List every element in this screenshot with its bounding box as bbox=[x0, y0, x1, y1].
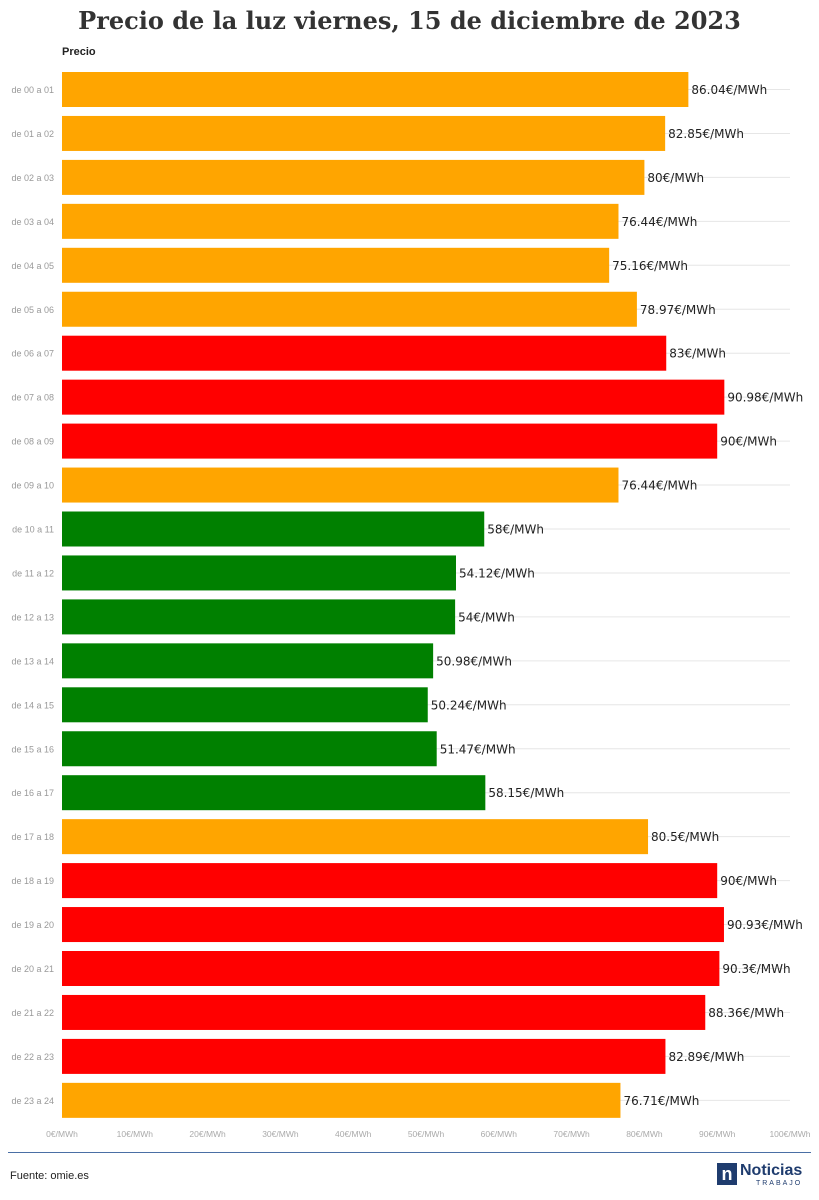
value-label: 82.89€/MWh bbox=[668, 1050, 744, 1064]
logo-icon: n bbox=[717, 1163, 737, 1185]
value-label: 83€/MWh bbox=[669, 347, 726, 361]
value-label: 88.36€/MWh bbox=[708, 1006, 784, 1020]
category-label: de 23 a 24 bbox=[11, 1096, 54, 1106]
bar-chart: de 00 a 01 86.04€/MWh de 01 a 02 82.85€/MWh… bbox=[11, 72, 811, 1139]
category-label: de 14 a 15 bbox=[11, 700, 54, 710]
logo-subtitle: TRABAJO bbox=[755, 1180, 803, 1187]
bar bbox=[62, 951, 720, 986]
bar bbox=[62, 994, 706, 1030]
bar bbox=[62, 599, 456, 635]
chart-title: Precio de la luz viernes, 15 de diciembr… bbox=[78, 6, 741, 35]
noticias-trabajo-logo: n Noticias TRABAJO bbox=[717, 1163, 802, 1187]
bar bbox=[62, 423, 718, 459]
bar bbox=[62, 775, 486, 811]
bar bbox=[62, 643, 434, 679]
category-label: de 20 a 21 bbox=[11, 964, 54, 974]
category-label: de 04 a 05 bbox=[11, 261, 54, 271]
bar bbox=[62, 819, 649, 855]
x-tick-label: 40€/MWh bbox=[335, 1129, 372, 1139]
category-label: de 15 a 16 bbox=[11, 744, 54, 754]
bar bbox=[62, 511, 485, 547]
category-label: de 02 a 03 bbox=[11, 173, 54, 183]
category-label: de 18 a 19 bbox=[11, 876, 54, 886]
x-tick-label: 0€/MWh bbox=[46, 1129, 78, 1139]
value-label: 58€/MWh bbox=[487, 523, 544, 537]
x-tick-label: 90€/MWh bbox=[699, 1129, 736, 1139]
category-label: de 08 a 09 bbox=[11, 437, 54, 447]
category-label: de 00 a 01 bbox=[11, 85, 54, 95]
series-label: Precio bbox=[62, 46, 96, 58]
bar bbox=[62, 159, 645, 195]
value-label: 90€/MWh bbox=[720, 435, 777, 449]
category-label: de 21 a 22 bbox=[11, 1008, 54, 1018]
bar bbox=[62, 203, 619, 239]
bar bbox=[62, 291, 637, 327]
category-label: de 12 a 13 bbox=[11, 612, 54, 622]
category-label: de 19 a 20 bbox=[11, 920, 54, 930]
x-tick-label: 60€/MWh bbox=[481, 1129, 518, 1139]
category-label: de 22 a 23 bbox=[11, 1052, 54, 1062]
value-label: 51.47€/MWh bbox=[440, 742, 516, 756]
source-text: Fuente: omie.es bbox=[10, 1170, 89, 1182]
value-label: 76.44€/MWh bbox=[621, 479, 697, 493]
bar bbox=[62, 115, 666, 151]
category-label: de 01 a 02 bbox=[11, 129, 54, 139]
category-label: de 16 a 17 bbox=[11, 788, 54, 798]
value-label: 50.24€/MWh bbox=[431, 698, 507, 712]
bar bbox=[62, 863, 718, 899]
x-tick-label: 30€/MWh bbox=[262, 1129, 299, 1139]
category-label: de 03 a 04 bbox=[11, 217, 54, 227]
x-tick-label: 70€/MWh bbox=[553, 1129, 590, 1139]
value-label: 54€/MWh bbox=[458, 610, 515, 624]
category-label: de 06 a 07 bbox=[11, 349, 54, 359]
bar bbox=[62, 1082, 621, 1118]
value-label: 80.5€/MWh bbox=[651, 830, 719, 844]
value-label: 90€/MWh bbox=[720, 874, 777, 888]
category-label: de 11 a 12 bbox=[12, 568, 54, 578]
value-label: 80€/MWh bbox=[647, 171, 704, 185]
value-label: 90.93€/MWh bbox=[727, 918, 803, 932]
x-tick-label: 100€/MWh bbox=[769, 1129, 810, 1139]
bar bbox=[62, 72, 689, 107]
category-label: de 05 a 06 bbox=[11, 305, 54, 315]
x-tick-label: 80€/MWh bbox=[626, 1129, 663, 1139]
bar bbox=[62, 467, 619, 503]
value-label: 75.16€/MWh bbox=[612, 259, 688, 273]
value-label: 50.98€/MWh bbox=[436, 654, 512, 668]
x-tick-label: 20€/MWh bbox=[189, 1129, 226, 1139]
value-label: 90.98€/MWh bbox=[727, 391, 803, 405]
category-label: de 13 a 14 bbox=[11, 656, 54, 666]
bar bbox=[62, 555, 456, 591]
bar bbox=[62, 687, 428, 723]
category-label: de 17 a 18 bbox=[11, 832, 54, 842]
bar bbox=[62, 379, 725, 415]
bar bbox=[62, 335, 667, 371]
bar bbox=[62, 907, 724, 943]
value-label: 58.15€/MWh bbox=[488, 786, 564, 800]
value-label: 54.12€/MWh bbox=[459, 566, 535, 580]
value-label: 76.71€/MWh bbox=[623, 1094, 699, 1108]
x-tick-label: 50€/MWh bbox=[408, 1129, 445, 1139]
category-label: de 09 a 10 bbox=[11, 481, 54, 491]
value-label: 82.85€/MWh bbox=[668, 127, 744, 141]
footer-divider bbox=[8, 1152, 811, 1153]
value-label: 78.97€/MWh bbox=[640, 303, 716, 317]
value-label: 76.44€/MWh bbox=[621, 215, 697, 229]
value-label: 86.04€/MWh bbox=[691, 83, 767, 97]
x-tick-label: 10€/MWh bbox=[117, 1129, 154, 1139]
bar bbox=[62, 247, 610, 283]
logo-name: Noticias bbox=[740, 1162, 803, 1179]
value-label: 90.3€/MWh bbox=[722, 962, 790, 976]
category-label: de 10 a 11 bbox=[12, 525, 54, 535]
bar bbox=[62, 1038, 666, 1074]
category-label: de 07 a 08 bbox=[11, 393, 54, 403]
bar bbox=[62, 731, 437, 767]
